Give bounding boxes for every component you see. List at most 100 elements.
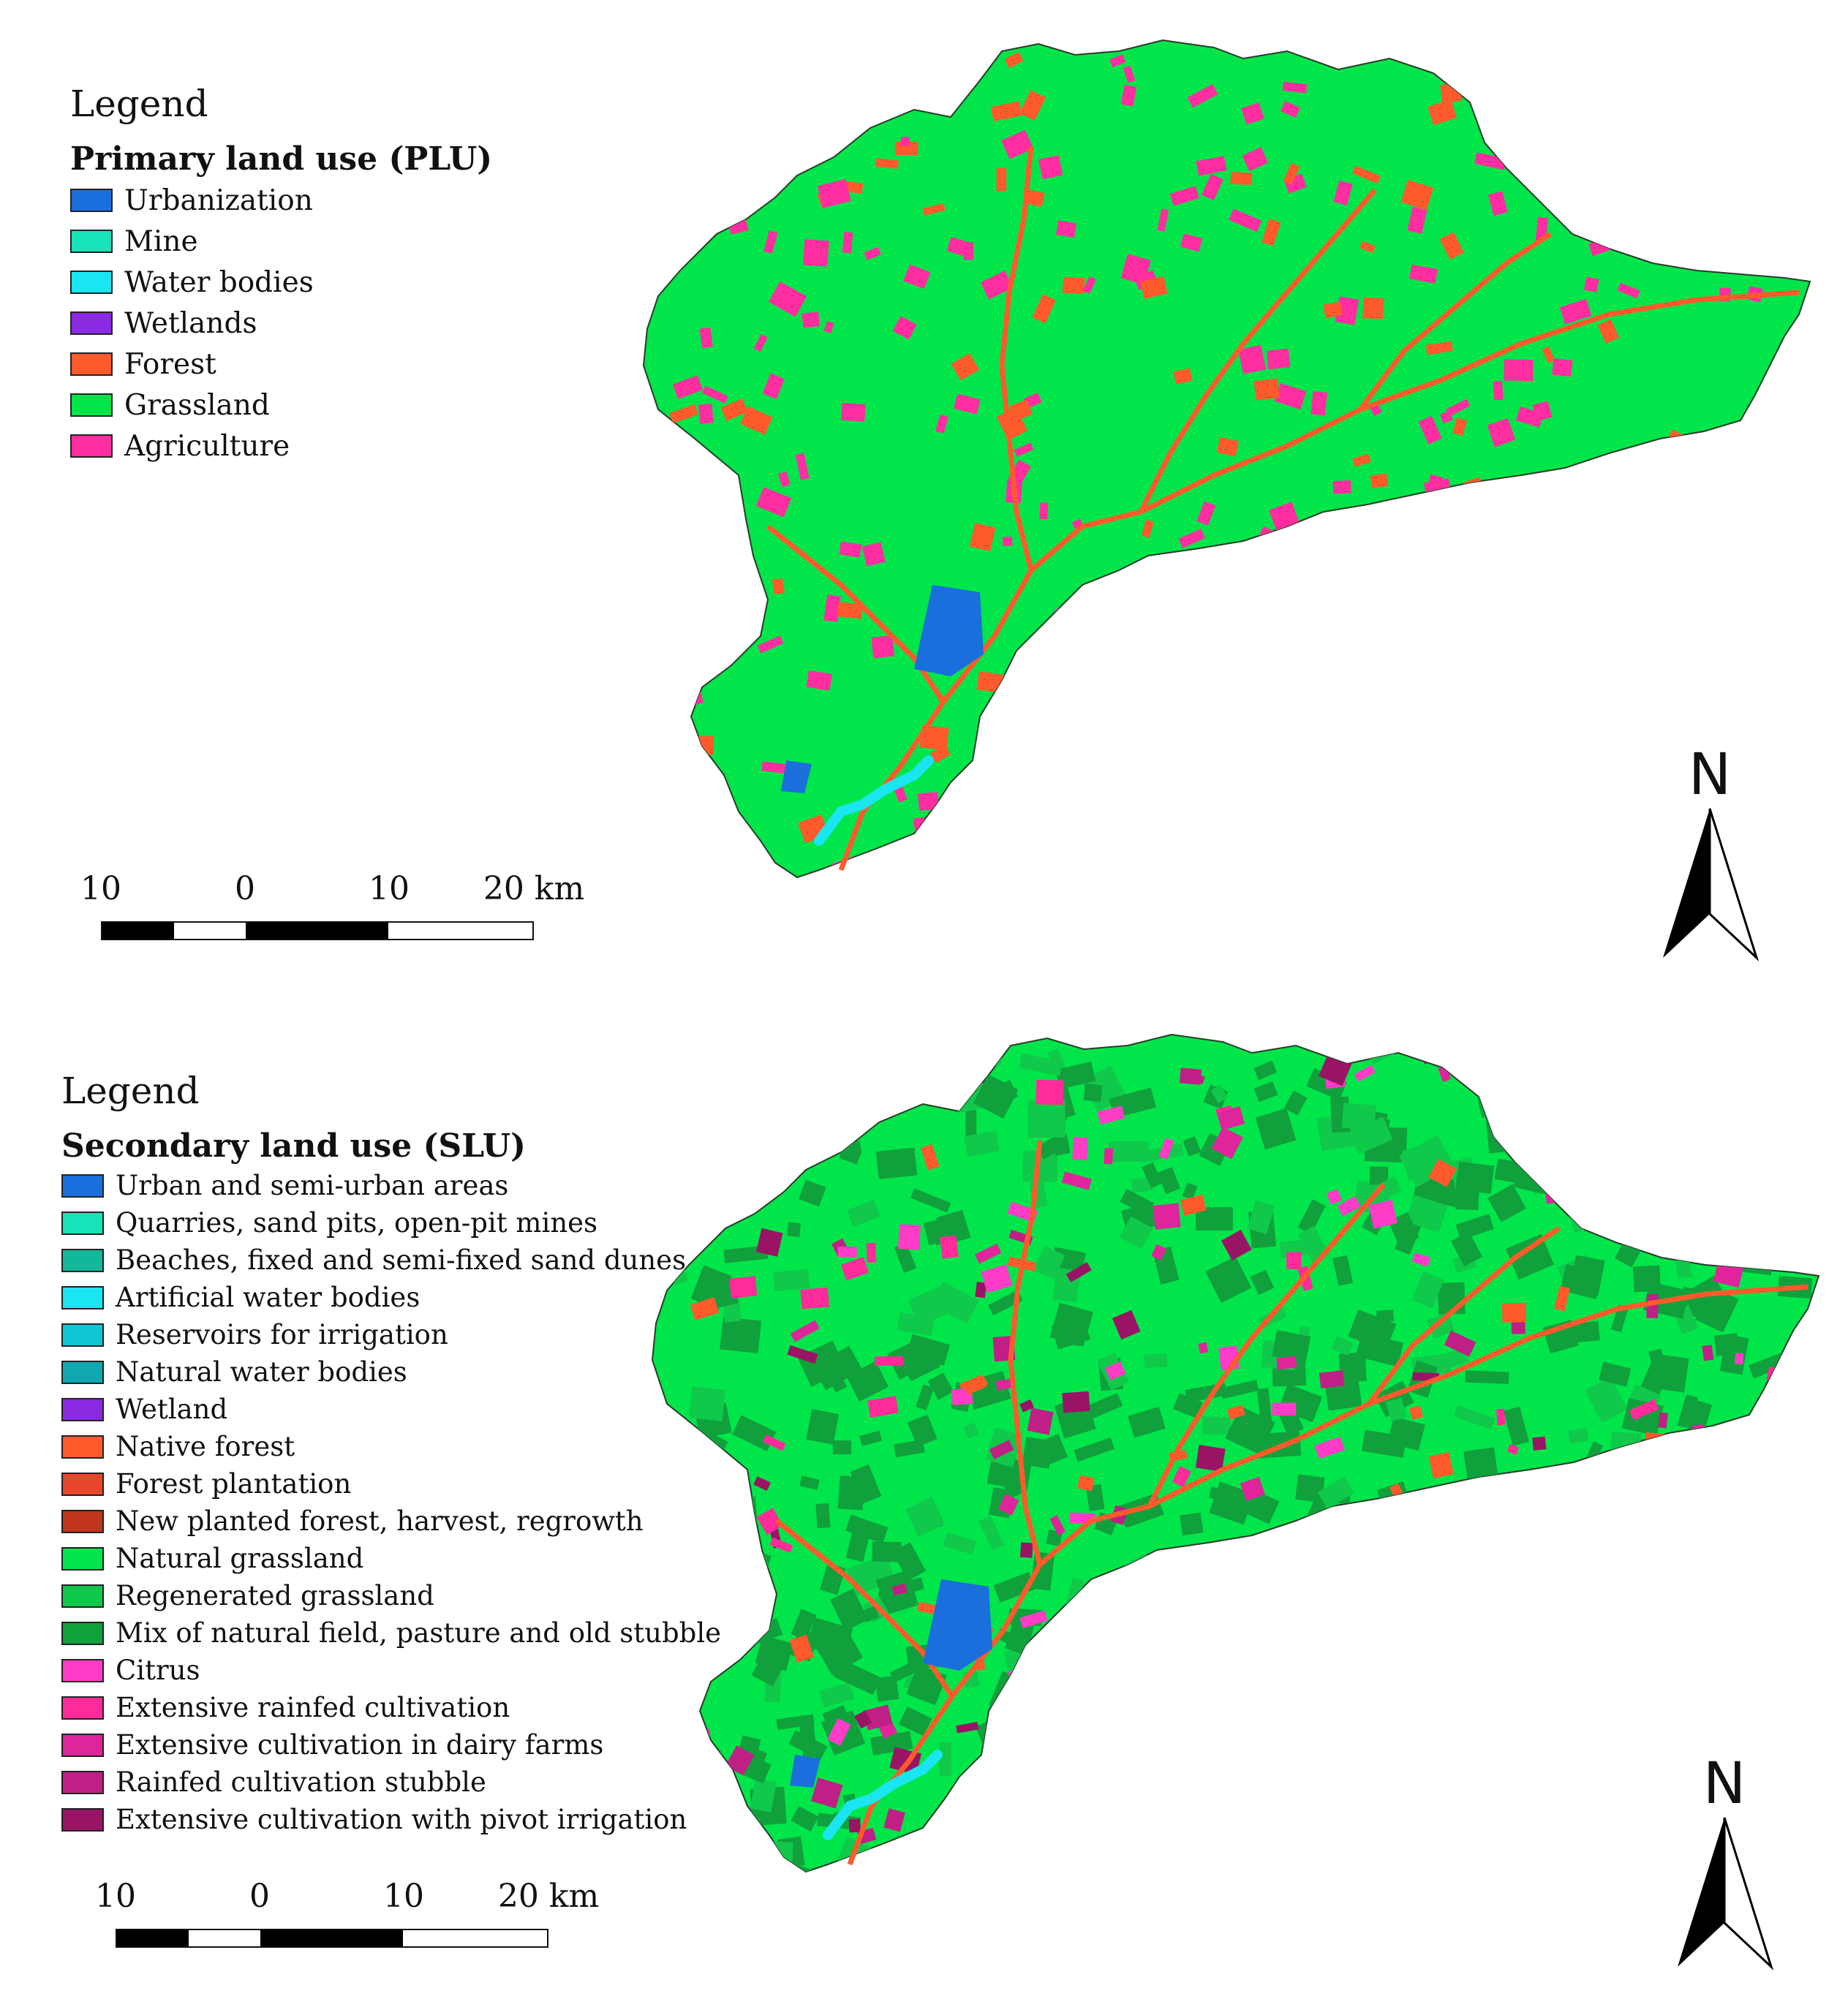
land-patch — [1569, 1652, 1600, 1693]
land-patch — [736, 1496, 758, 1525]
land-patch — [1526, 1600, 1558, 1628]
land-patch — [729, 1276, 758, 1299]
land-patch — [875, 1675, 900, 1702]
land-patch — [1348, 679, 1371, 695]
land-patch — [757, 1175, 773, 1190]
land-patch — [1423, 478, 1454, 509]
plu-north-letter: N — [1688, 742, 1732, 808]
land-patch — [981, 1264, 1013, 1293]
slu-legend-swatch — [61, 1248, 104, 1272]
riparian-forest-line — [838, 290, 1800, 872]
land-patch — [1523, 1520, 1566, 1543]
land-patch — [1178, 1554, 1228, 1598]
land-patch — [973, 1049, 1003, 1066]
land-patch — [1221, 1662, 1240, 1680]
land-patch — [1492, 1679, 1509, 1706]
land-patch — [1585, 1508, 1605, 1528]
land-patch — [1297, 1558, 1311, 1590]
land-patch — [1282, 1627, 1313, 1648]
slu-legend-swatch — [61, 1733, 104, 1757]
land-patch — [733, 1573, 758, 1592]
land-patch — [1024, 1709, 1062, 1745]
land-patch — [1675, 1528, 1691, 1545]
urban-and-water-features — [781, 585, 984, 846]
land-patch — [1169, 186, 1199, 206]
land-patch — [1173, 368, 1193, 385]
river-network — [774, 1140, 1809, 1866]
land-patch — [669, 189, 684, 203]
land-patch — [1198, 1342, 1209, 1354]
land-patch — [1062, 276, 1085, 295]
plu-legend-swatch — [70, 271, 113, 294]
slu-legend-label: Rainfed cultivation stubble — [116, 1766, 486, 1798]
land-patch — [1008, 399, 1033, 421]
land-patch — [1556, 1533, 1590, 1566]
land-patch — [1378, 1844, 1399, 1870]
land-patch — [1199, 1815, 1238, 1849]
land-patch — [1169, 1781, 1212, 1815]
land-patch — [1153, 1203, 1181, 1230]
land-patch — [1187, 83, 1218, 108]
slu-legend-item-forest-plantation: Forest plantation — [61, 1465, 721, 1503]
land-patch — [751, 1656, 783, 1687]
land-patch — [1709, 1530, 1730, 1546]
land-patch — [1085, 1813, 1106, 1833]
land-patch — [1646, 1621, 1664, 1657]
slu-legend-label: New planted forest, harvest, regrowth — [116, 1505, 644, 1537]
land-patch — [1015, 1863, 1025, 1872]
land-patch — [864, 246, 881, 260]
land-patch — [1276, 1762, 1301, 1797]
land-patch — [1319, 1370, 1345, 1389]
land-patch — [913, 817, 928, 840]
land-patch — [1758, 1447, 1803, 1470]
land-patch — [1474, 152, 1506, 170]
land-patch — [1109, 54, 1126, 68]
land-patch — [1679, 1439, 1713, 1468]
land-patch — [1182, 1182, 1198, 1201]
land-patch — [1724, 538, 1749, 567]
land-patch — [1501, 1302, 1526, 1323]
land-patch — [1666, 697, 1689, 713]
land-patch — [1216, 1106, 1245, 1130]
slu-north-arrow: N — [1673, 1755, 1776, 1977]
land-patch — [1536, 1658, 1561, 1690]
land-patch — [1457, 1768, 1510, 1816]
land-patch — [1605, 1097, 1645, 1126]
land-patch — [1438, 1065, 1452, 1082]
land-patch — [1331, 1336, 1354, 1356]
land-patch — [995, 1378, 1015, 1391]
land-patch — [1087, 601, 1122, 630]
land-patch — [699, 327, 713, 349]
land-patch — [1024, 1802, 1057, 1840]
land-patch — [1535, 859, 1564, 877]
land-patch — [1210, 1084, 1228, 1103]
slu-legend-swatch — [61, 1435, 104, 1459]
land-patch — [1719, 254, 1740, 272]
slu-legend-item-reservoirs-for-irrigation: Reservoirs for irrigation — [61, 1316, 721, 1353]
land-patch — [1405, 1195, 1448, 1233]
land-patch — [1085, 1483, 1105, 1511]
land-patch — [1487, 417, 1516, 447]
land-patch — [1504, 1693, 1528, 1716]
land-patch — [973, 1074, 1019, 1119]
land-patch — [1051, 1133, 1071, 1156]
land-patch — [978, 1515, 1005, 1551]
land-patch — [1314, 1436, 1345, 1459]
land-patch — [927, 1372, 954, 1400]
land-patch — [1112, 1309, 1141, 1340]
land-patch — [1140, 276, 1168, 299]
land-patch — [1065, 1714, 1096, 1738]
land-patch — [1420, 1551, 1439, 1571]
land-patch — [1077, 1475, 1095, 1492]
land-patch — [1002, 536, 1013, 546]
land-patch — [665, 649, 684, 662]
land-patch — [1794, 1155, 1819, 1177]
slu-legend-item-mix-of-natural-field-pasture-and-old-stubble: Mix of natural field, pasture and old st… — [61, 1614, 721, 1652]
land-patch — [1389, 1832, 1402, 1849]
slu-legend-swatch — [61, 1173, 104, 1198]
slu-legend-item-citrus: Citrus — [61, 1652, 721, 1689]
slu-scale-label-10: 10 — [383, 1878, 424, 1915]
land-patch — [817, 178, 851, 208]
plu-legend-swatch — [70, 352, 113, 376]
land-patch — [1574, 1688, 1604, 1715]
